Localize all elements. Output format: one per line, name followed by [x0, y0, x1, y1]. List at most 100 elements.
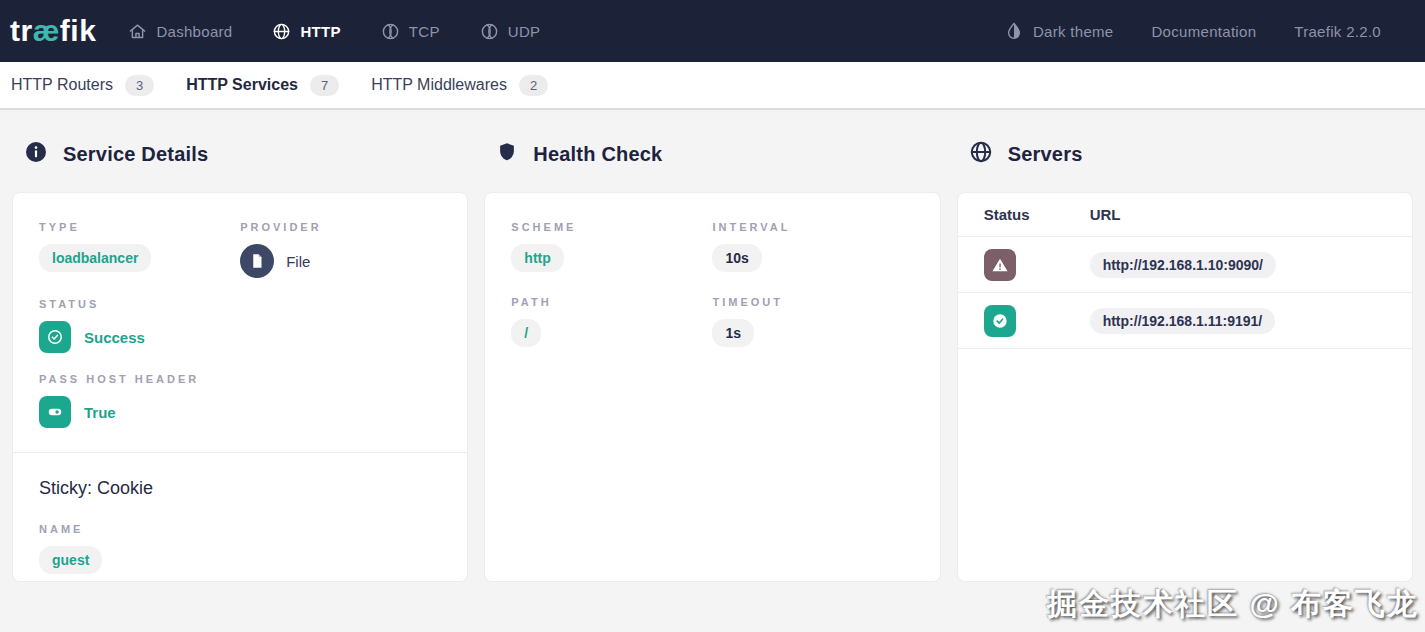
nav-item-dashboard[interactable]: Dashboard [128, 22, 232, 41]
file-provider-icon [240, 244, 274, 278]
theme-toggle[interactable]: Dark theme [1004, 21, 1114, 41]
service-details-card: TYPE loadbalancer PROVIDER File STATUS [12, 192, 468, 582]
logo-text: tr [10, 14, 33, 47]
tab-count-badge: 7 [310, 75, 339, 96]
field-label: PATH [511, 296, 712, 308]
success-check-icon [39, 321, 71, 353]
nav-item-http[interactable]: HTTP [272, 22, 340, 41]
info-icon [24, 140, 48, 168]
server-status-success-icon [984, 305, 1016, 337]
tab-http-middlewares[interactable]: HTTP Middlewares 2 [371, 75, 548, 96]
globe-icon [272, 22, 291, 41]
logo-text-end: fik [60, 14, 97, 47]
field-pass-host-header: PASS HOST HEADER True [39, 373, 240, 428]
service-details-header: Service Details [12, 140, 468, 192]
card-divider [13, 452, 467, 453]
type-chip: loadbalancer [39, 244, 151, 272]
pass-host-value: True [84, 404, 116, 421]
tab-count-badge: 2 [519, 75, 548, 96]
traefik-logo[interactable]: træfik [10, 14, 96, 48]
field-interval: INTERVAL 10s [712, 221, 913, 272]
nav-label: TCP [409, 23, 440, 40]
navbar-right: Dark theme Documentation Traefik 2.2.0 [1004, 21, 1381, 41]
server-row: http://192.168.1.11:9191/ [958, 293, 1412, 349]
health-check-header: Health Check [484, 140, 940, 192]
interval-chip: 10s [712, 244, 761, 272]
field-label: SCHEME [511, 221, 712, 233]
server-status-warning-icon [984, 249, 1016, 281]
status-column-header: Status [984, 206, 1090, 223]
version-link[interactable]: Traefik 2.2.0 [1294, 23, 1381, 40]
nav-label: HTTP [300, 23, 340, 40]
field-sticky-name: NAME guest [39, 523, 441, 574]
server-url-chip: http://192.168.1.10:9090/ [1090, 252, 1276, 278]
health-check-fields: SCHEME http INTERVAL 10s PATH / TIMEOUT … [511, 221, 913, 347]
field-label: PASS HOST HEADER [39, 373, 240, 385]
field-timeout: TIMEOUT 1s [712, 296, 913, 347]
tab-count-badge: 3 [125, 75, 154, 96]
field-provider: PROVIDER File [240, 221, 441, 278]
tab-label: HTTP Routers [11, 76, 113, 94]
pass-host-value-row: True [39, 396, 240, 428]
toggle-on-icon [39, 396, 71, 428]
field-type: TYPE loadbalancer [39, 221, 240, 278]
field-label: STATUS [39, 298, 240, 310]
panel-title: Health Check [533, 143, 662, 166]
nav-item-udp[interactable]: UDP [480, 22, 541, 41]
globe-icon [969, 140, 993, 168]
path-chip: / [511, 319, 541, 347]
section-tabbar: HTTP Routers 3 HTTP Services 7 HTTP Midd… [0, 62, 1425, 110]
top-navbar: træfik Dashboard HTTP TCP UDP [0, 0, 1425, 62]
servers-card: Status URL http://192.168.1.10:9090/ htt… [957, 192, 1413, 582]
provider-value: File [286, 253, 310, 270]
field-status-spacer [240, 298, 441, 353]
field-label: PROVIDER [240, 221, 441, 233]
nav-label: Dashboard [156, 23, 232, 40]
version-label: Traefik 2.2.0 [1294, 23, 1381, 40]
sticky-cookie-title: Sticky: Cookie [39, 478, 441, 499]
documentation-link[interactable]: Documentation [1151, 23, 1256, 40]
server-row: http://192.168.1.10:9090/ [958, 237, 1412, 293]
shield-icon [496, 140, 518, 168]
field-label: TIMEOUT [712, 296, 913, 308]
field-scheme: SCHEME http [511, 221, 712, 272]
tab-label: HTTP Services [186, 76, 298, 94]
health-check-card: SCHEME http INTERVAL 10s PATH / TIMEOUT … [484, 192, 940, 582]
service-details-fields: TYPE loadbalancer PROVIDER File STATUS [39, 221, 441, 428]
contrast-droplet-icon [1004, 21, 1024, 41]
field-label: NAME [39, 523, 441, 535]
servers-header: Servers [957, 140, 1413, 192]
watermark-text: 掘金技术社区 @ 布客飞龙 [1047, 584, 1419, 625]
tab-http-routers[interactable]: HTTP Routers 3 [11, 75, 154, 96]
home-icon [128, 22, 147, 41]
timeout-chip: 1s [712, 319, 754, 347]
provider-value-row: File [240, 244, 441, 278]
nav-item-tcp[interactable]: TCP [381, 22, 440, 41]
sticky-name-chip: guest [39, 546, 102, 574]
field-path: PATH / [511, 296, 712, 347]
pipe-icon [480, 22, 499, 41]
scheme-chip: http [511, 244, 563, 272]
panel-title: Servers [1008, 143, 1083, 166]
url-column-header: URL [1090, 206, 1386, 223]
nav-label: UDP [508, 23, 541, 40]
main-content: Service Details TYPE loadbalancer PROVID… [0, 110, 1425, 582]
servers-column: Servers Status URL http://192.168.1.10:9… [957, 140, 1413, 582]
docs-label: Documentation [1151, 23, 1256, 40]
logo-ae: æ [33, 14, 60, 47]
panel-title: Service Details [63, 143, 208, 166]
field-label: TYPE [39, 221, 240, 233]
health-check-column: Health Check SCHEME http INTERVAL 10s PA… [484, 140, 940, 582]
status-value-row: Success [39, 321, 240, 353]
server-url-chip: http://192.168.1.11:9191/ [1090, 308, 1276, 334]
tab-label: HTTP Middlewares [371, 76, 507, 94]
theme-label: Dark theme [1033, 23, 1114, 40]
pipe-icon [381, 22, 400, 41]
servers-table-header: Status URL [958, 193, 1412, 237]
status-value: Success [84, 329, 145, 346]
field-status: STATUS Success [39, 298, 240, 353]
main-nav: Dashboard HTTP TCP UDP [128, 22, 540, 41]
tab-http-services[interactable]: HTTP Services 7 [186, 75, 339, 96]
field-label: INTERVAL [712, 221, 913, 233]
service-details-column: Service Details TYPE loadbalancer PROVID… [12, 140, 468, 582]
